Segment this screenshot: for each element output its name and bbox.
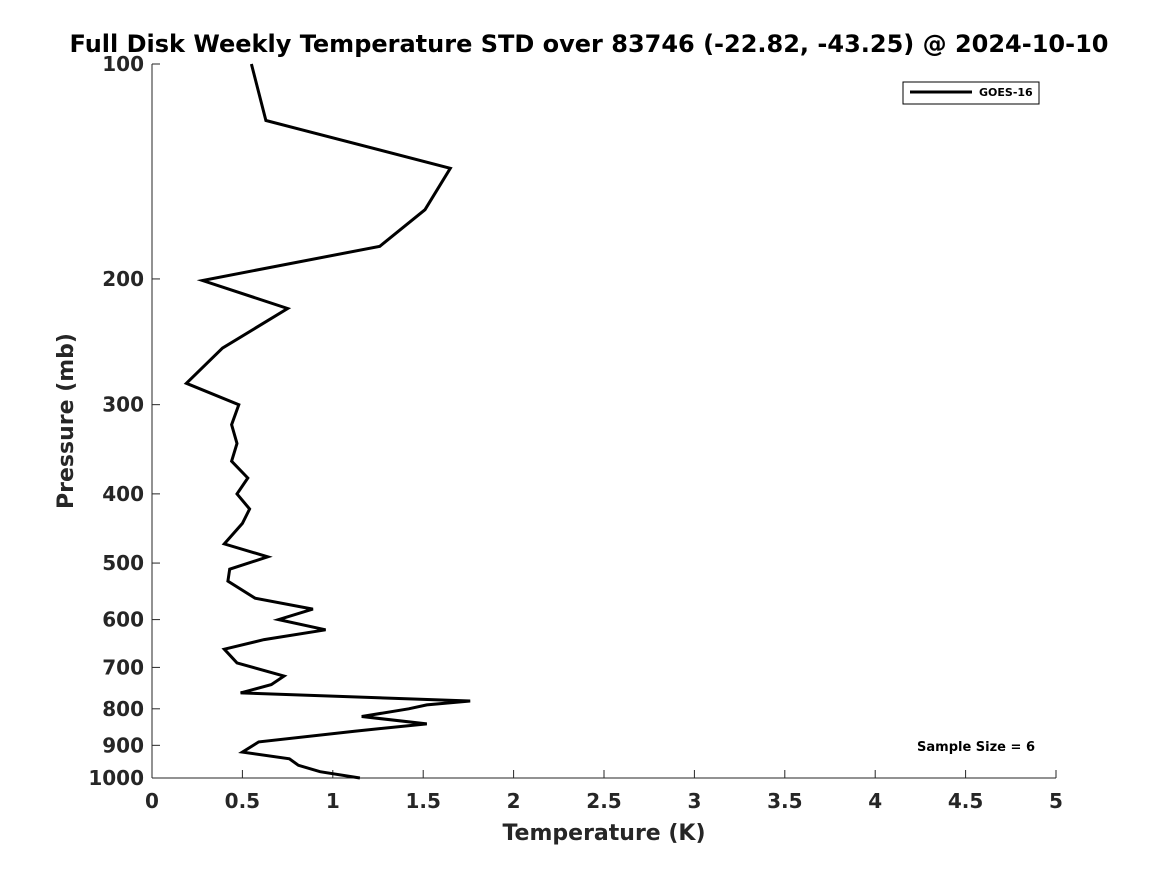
y-tick-label: 1000 xyxy=(88,766,144,790)
sample-size-annotation: Sample Size = 6 xyxy=(917,740,1035,755)
x-axis-label: Temperature (K) xyxy=(502,821,705,846)
y-tick-label: 400 xyxy=(102,482,144,506)
x-tick-label: 3 xyxy=(687,789,701,813)
y-axis-ticks: 100 200 300 400 500 600 700 800 900 1000 xyxy=(88,52,160,790)
legend: GOES-16 xyxy=(902,81,1040,105)
chart-title: Full Disk Weekly Temperature STD over 83… xyxy=(70,30,1109,58)
y-tick-label: 500 xyxy=(102,551,144,575)
y-tick-label: 800 xyxy=(102,697,144,721)
x-tick-label: 4.5 xyxy=(948,789,983,813)
x-tick-label: 4 xyxy=(868,789,882,813)
y-axis-label: Pressure (mb) xyxy=(54,333,79,509)
x-tick-label: 5 xyxy=(1049,789,1063,813)
x-tick-label: 0 xyxy=(145,789,159,813)
y-tick-label: 300 xyxy=(102,393,144,417)
x-tick-label: 1.5 xyxy=(405,789,440,813)
series-line-goes-16 xyxy=(183,63,471,780)
y-tick-label: 200 xyxy=(102,267,144,291)
y-tick-label: 700 xyxy=(102,655,144,679)
y-tick-label: 900 xyxy=(102,733,144,757)
x-axis-ticks: 0 0.5 1 1.5 2 2.5 3 3.5 4 4.5 5 xyxy=(145,770,1063,813)
x-tick-label: 2 xyxy=(507,789,521,813)
y-tick-label: 600 xyxy=(102,608,144,632)
legend-label-goes-16: GOES-16 xyxy=(979,86,1033,99)
y-tick-label: 100 xyxy=(102,52,144,76)
x-tick-label: 1 xyxy=(326,789,340,813)
x-tick-label: 2.5 xyxy=(586,789,621,813)
plot-area xyxy=(152,64,1056,778)
series-group xyxy=(183,63,471,780)
x-tick-label: 3.5 xyxy=(767,789,802,813)
x-tick-label: 0.5 xyxy=(225,789,260,813)
